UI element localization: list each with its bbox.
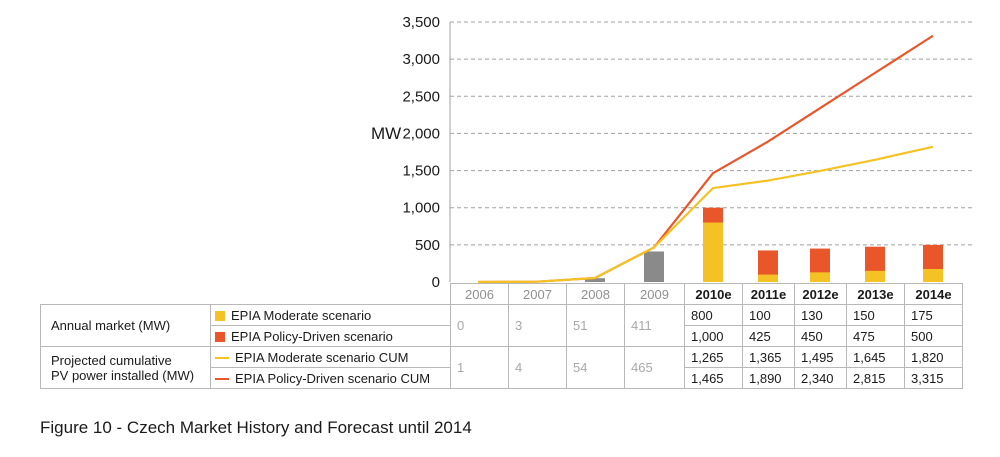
bar-policy-2011e — [758, 250, 778, 282]
legend-policy: EPIA Policy-Driven scenario — [210, 325, 451, 347]
bar-moderate-2012e — [810, 272, 830, 282]
chart: 0 500 1,000 1,500 2,000 2,500 3,000 3,500 MW — [371, 14, 972, 290]
y-tick-1000: 1,000 — [402, 200, 440, 217]
year-2006: 2006 — [450, 283, 509, 305]
legend-moderate-cum: EPIA Moderate scenario CUM — [210, 346, 451, 368]
cum-moderate-2010e: 1,265 — [684, 346, 743, 368]
line-moderate-cum — [477, 145, 934, 284]
cumulative-label-line2: PV power installed (MW) — [51, 367, 195, 383]
policy-cum-line-swatch — [215, 377, 229, 380]
year-2010e: 2010e — [684, 283, 743, 305]
cum-2006: 1 — [450, 346, 509, 389]
cum-policy-2012e: 2,340 — [794, 367, 847, 389]
cum-moderate-2013e: 1,645 — [846, 346, 905, 368]
bars — [527, 207, 943, 282]
annual-policy-2010e: 1,000 — [684, 325, 743, 347]
year-2007: 2007 — [508, 283, 567, 305]
annual-policy-2014e: 500 — [904, 325, 963, 347]
cum-moderate-2014e: 1,820 — [904, 346, 963, 368]
cum-moderate-2012e: 1,495 — [794, 346, 847, 368]
cum-2009: 465 — [624, 346, 685, 389]
year-2012e: 2012e — [794, 283, 847, 305]
annual-moderate-row: Annual market (MW) EPIA Moderate scenari… — [40, 304, 963, 347]
y-tick-0: 0 — [432, 274, 440, 290]
legend-policy-cum-label: EPIA Policy-Driven scenario CUM — [235, 370, 431, 386]
annual-2006: 0 — [450, 304, 509, 347]
annual-moderate-2014e: 175 — [904, 304, 963, 326]
cumulative-label-line1: Projected cumulative — [51, 352, 172, 368]
annual-moderate-2011e: 100 — [742, 304, 795, 326]
y-tick-1500: 1,500 — [402, 163, 440, 180]
moderate-swatch — [215, 310, 225, 321]
legend-policy-label: EPIA Policy-Driven scenario — [231, 328, 393, 344]
annual-policy-2011e: 425 — [742, 325, 795, 347]
year-2009: 2009 — [624, 283, 685, 305]
cum-policy-2010e: 1,465 — [684, 367, 743, 389]
annual-moderate-2012e: 130 — [794, 304, 847, 326]
legend-moderate: EPIA Moderate scenario — [210, 304, 451, 326]
bar-historic-2009 — [644, 251, 664, 282]
annual-policy-2013e: 475 — [846, 325, 905, 347]
bar-moderate-2010e — [703, 222, 723, 282]
legend-policy-cum: EPIA Policy-Driven scenario CUM — [210, 367, 451, 389]
bar-moderate-2011e — [758, 274, 778, 282]
policy-swatch — [215, 331, 225, 342]
figure-caption: Figure 10 - Czech Market History and For… — [40, 418, 472, 437]
annual-moderate-2013e: 150 — [846, 304, 905, 326]
bar-moderate-2014e — [923, 269, 943, 282]
y-tick-3000: 3,000 — [402, 51, 440, 68]
lines — [477, 34, 934, 284]
year-2008: 2008 — [566, 283, 625, 305]
year-header-row: 2006 2007 2008 2009 2010e 2011e 2012e 20… — [41, 283, 963, 305]
cum-moderate-2011e: 1,365 — [742, 346, 795, 368]
annual-moderate-2010e: 800 — [684, 304, 743, 326]
cum-policy-2011e: 1,890 — [742, 367, 795, 389]
y-axis-label: MW — [371, 124, 401, 143]
cumulative-label: Projected cumulative PV power installed (… — [40, 346, 211, 389]
cum-policy-2014e: 3,315 — [904, 367, 963, 389]
annual-2007: 3 — [508, 304, 567, 347]
year-2013e: 2013e — [846, 283, 905, 305]
annual-2008: 51 — [566, 304, 625, 347]
y-tick-500: 500 — [415, 237, 440, 254]
y-tick-2000: 2,000 — [402, 125, 440, 142]
cum-policy-row: EPIA Policy-Driven scenario CUM 1,465 1,… — [41, 367, 963, 389]
cum-2007: 4 — [508, 346, 567, 389]
y-tick-2500: 2,500 — [402, 88, 440, 105]
year-2011e: 2011e — [742, 283, 795, 305]
annual-market-label: Annual market (MW) — [40, 304, 211, 347]
annual-2009: 411 — [624, 304, 685, 347]
cum-moderate-row: Projected cumulative PV power installed (… — [40, 346, 963, 389]
bar-moderate-2013e — [865, 270, 885, 282]
legend-moderate-label: EPIA Moderate scenario — [231, 307, 372, 323]
cum-2008: 54 — [566, 346, 625, 389]
y-axis-ticks: 0 500 1,000 1,500 2,000 2,500 3,000 3,500 — [402, 14, 440, 290]
y-tick-3500: 3,500 — [402, 14, 440, 31]
bar-historic-2008 — [585, 278, 605, 282]
cum-policy-2013e: 2,815 — [846, 367, 905, 389]
grid-lines — [449, 21, 972, 282]
moderate-cum-line-swatch — [215, 356, 229, 359]
data-table: 2006 2007 2008 2009 2010e 2011e 2012e 20… — [40, 283, 963, 389]
annual-policy-2012e: 450 — [794, 325, 847, 347]
year-2014e: 2014e — [904, 283, 963, 305]
legend-moderate-cum-label: EPIA Moderate scenario CUM — [235, 349, 409, 365]
